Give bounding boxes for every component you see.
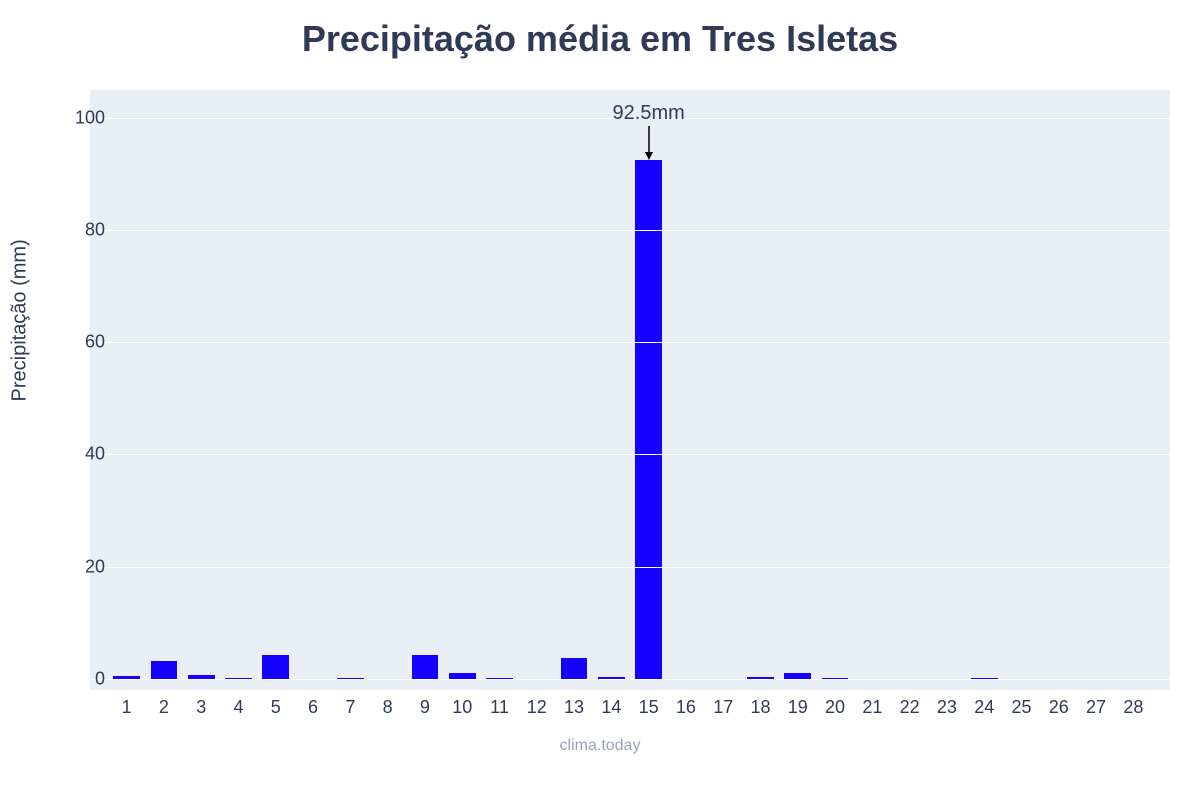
- x-tick-label: 13: [564, 697, 584, 718]
- x-tick-label: 25: [1011, 697, 1031, 718]
- x-tick-label: 17: [713, 697, 733, 718]
- x-tick-label: 7: [345, 697, 355, 718]
- bar: [262, 655, 289, 679]
- x-tick-label: 21: [862, 697, 882, 718]
- y-tick-label: 60: [55, 332, 105, 353]
- x-tick-label: 5: [271, 697, 281, 718]
- annotation-arrow-icon: [642, 126, 656, 165]
- x-tick-label: 28: [1123, 697, 1143, 718]
- x-tick-label: 14: [601, 697, 621, 718]
- x-tick-label: 16: [676, 697, 696, 718]
- x-tick-label: 4: [233, 697, 243, 718]
- y-tick-label: 100: [55, 108, 105, 129]
- y-tick-label: 40: [55, 444, 105, 465]
- bar: [635, 160, 662, 679]
- x-tick-label: 9: [420, 697, 430, 718]
- x-tick-label: 1: [122, 697, 132, 718]
- x-tick-label: 6: [308, 697, 318, 718]
- bars-layer: [90, 90, 1170, 690]
- x-tick-label: 18: [750, 697, 770, 718]
- x-tick-label: 12: [527, 697, 547, 718]
- x-tick-label: 20: [825, 697, 845, 718]
- y-tick-label: 80: [55, 220, 105, 241]
- x-tick-label: 19: [788, 697, 808, 718]
- x-tick-label: 8: [383, 697, 393, 718]
- plot-area: [90, 90, 1170, 690]
- chart-title: Precipitação média em Tres Isletas: [0, 0, 1200, 60]
- chart-container: [90, 90, 1170, 690]
- x-tick-label: 22: [900, 697, 920, 718]
- chart-footer: clima.today: [0, 737, 1200, 755]
- x-tick-label: 26: [1049, 697, 1069, 718]
- grid-line: [90, 454, 1170, 455]
- grid-line: [90, 342, 1170, 343]
- bar: [561, 658, 588, 679]
- x-tick-label: 27: [1086, 697, 1106, 718]
- y-tick-label: 0: [55, 668, 105, 689]
- grid-line: [90, 230, 1170, 231]
- y-tick-label: 20: [55, 556, 105, 577]
- x-tick-label: 15: [639, 697, 659, 718]
- y-axis-label: Precipitação (mm): [9, 239, 32, 401]
- grid-line: [90, 679, 1170, 680]
- x-tick-label: 23: [937, 697, 957, 718]
- bar: [412, 655, 439, 679]
- x-tick-label: 3: [196, 697, 206, 718]
- x-tick-label: 11: [490, 697, 509, 718]
- x-tick-label: 24: [974, 697, 994, 718]
- annotation-text: 92.5mm: [613, 102, 685, 125]
- bar: [151, 661, 178, 679]
- x-tick-label: 10: [452, 697, 472, 718]
- grid-line: [90, 567, 1170, 568]
- x-tick-label: 2: [159, 697, 169, 718]
